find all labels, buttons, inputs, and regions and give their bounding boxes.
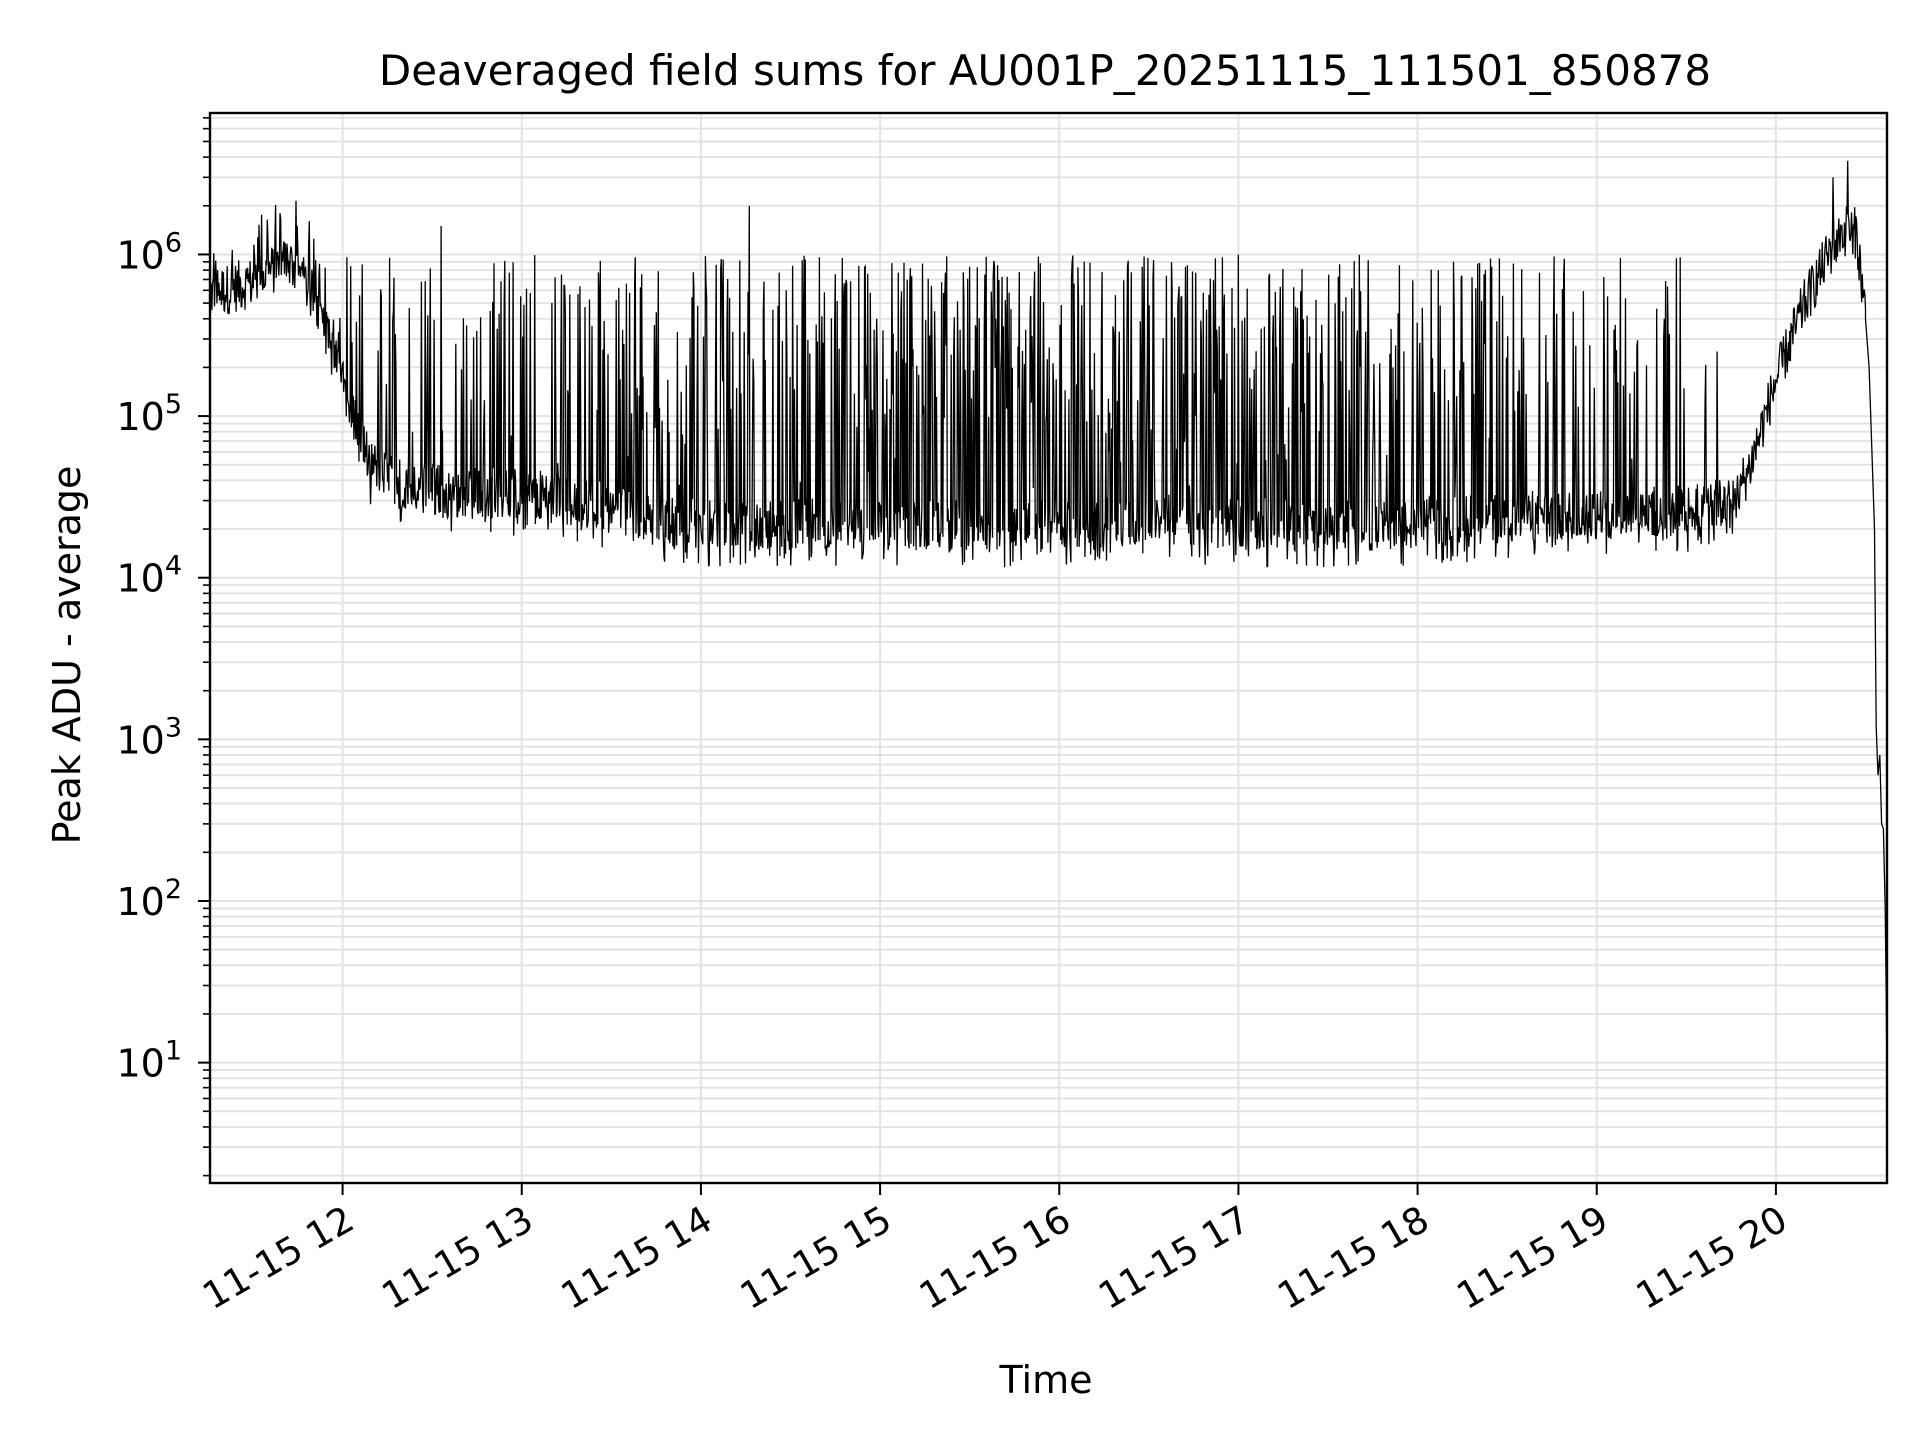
- y-tick-label: 104: [116, 551, 182, 601]
- y-tick-label: 106: [116, 227, 182, 277]
- series-line: [209, 160, 1888, 1127]
- y-tick-label: 103: [116, 712, 182, 762]
- y-tick-label: 105: [116, 389, 182, 439]
- chart-title: Deaveraged field sums for AU001P_2025111…: [379, 46, 1711, 95]
- series-path: [209, 160, 1888, 1127]
- x-axis-label: Time: [999, 1358, 1093, 1402]
- y-axis-label: Peak ADU - average: [45, 466, 89, 845]
- y-tick-label: 101: [116, 1036, 182, 1086]
- plot-frame: [208, 111, 1889, 1185]
- axes: [208, 111, 1889, 1185]
- y-tick-label: 102: [116, 874, 182, 924]
